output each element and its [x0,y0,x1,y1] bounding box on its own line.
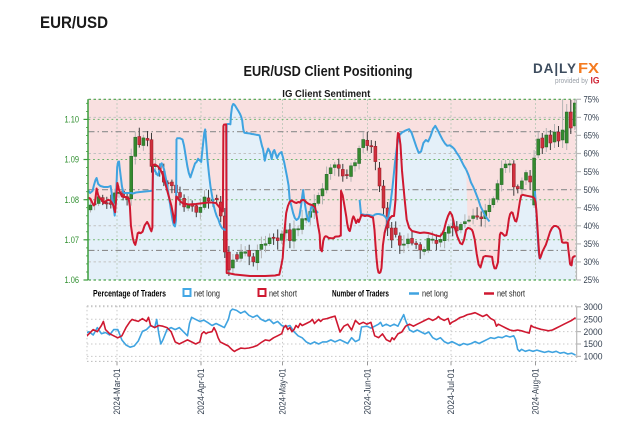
svg-text:IG: IG [591,76,600,87]
svg-text:1.10: 1.10 [65,115,80,126]
svg-text:2024-Jun-01: 2024-Jun-01 [363,369,373,415]
svg-text:net short: net short [497,289,525,299]
svg-text:provided by: provided by [555,76,588,85]
svg-text:2000: 2000 [584,327,603,338]
svg-text:70%: 70% [584,113,600,124]
svg-text:25%: 25% [584,275,600,286]
svg-text:2500: 2500 [584,314,603,325]
svg-text:Percentage of Traders: Percentage of Traders [93,289,166,299]
svg-text:65%: 65% [584,131,600,142]
svg-text:30%: 30% [584,257,600,268]
svg-text:1.07: 1.07 [65,235,80,246]
svg-text:2024-Apr-01: 2024-Apr-01 [196,369,206,415]
svg-text:EUR/USD Client Positioning: EUR/USD Client Positioning [244,64,413,80]
svg-text:75%: 75% [584,95,600,106]
svg-text:50%: 50% [584,185,600,196]
svg-text:3000: 3000 [584,302,603,313]
svg-text:1.09: 1.09 [65,155,80,166]
svg-text:EUR/USD: EUR/USD [40,14,108,32]
svg-text:IG Client Sentiment: IG Client Sentiment [282,89,371,100]
svg-text:net long: net long [422,289,448,299]
svg-text:55%: 55% [584,167,600,178]
svg-text:1.06: 1.06 [65,275,80,286]
svg-text:1000: 1000 [584,352,603,363]
svg-text:1.08: 1.08 [65,195,80,206]
svg-text:1500: 1500 [584,339,603,350]
svg-text:2024-Jul-01: 2024-Jul-01 [446,369,456,415]
svg-text:45%: 45% [584,203,600,214]
svg-text:2024-Aug-01: 2024-Aug-01 [531,369,541,415]
svg-text:60%: 60% [584,149,600,160]
svg-text:35%: 35% [584,239,600,250]
svg-text:DA|LY: DA|LY [533,61,576,76]
svg-text:Number of Traders: Number of Traders [332,289,389,299]
svg-text:net short: net short [269,289,297,299]
svg-text:2024-Mar-01: 2024-Mar-01 [112,369,122,415]
svg-text:FX: FX [578,60,599,77]
svg-text:net long: net long [194,289,220,299]
svg-text:40%: 40% [584,221,600,232]
svg-text:2024-May-01: 2024-May-01 [278,369,288,415]
